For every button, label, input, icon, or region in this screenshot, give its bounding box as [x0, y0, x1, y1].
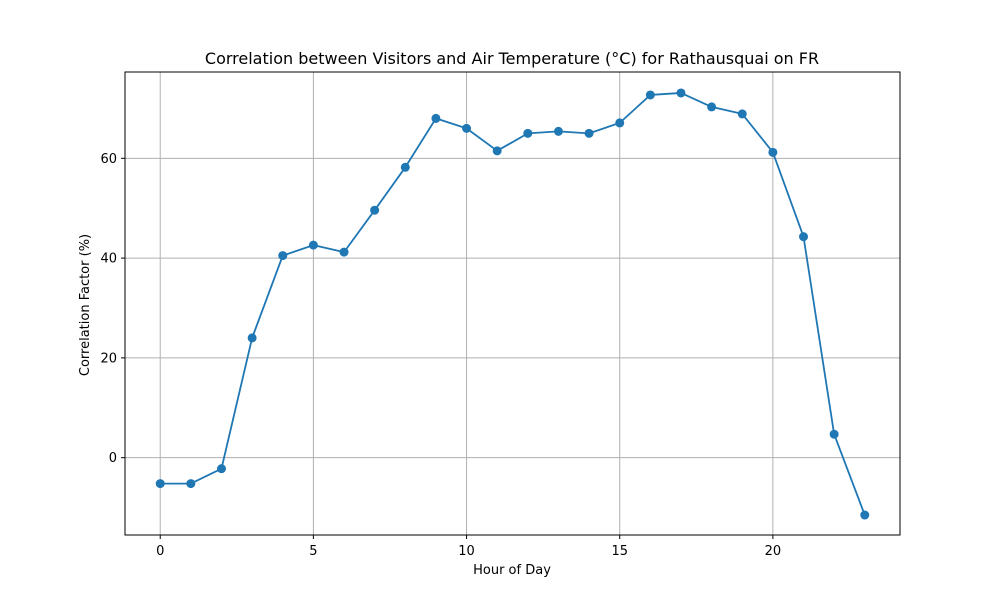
data-point — [492, 146, 502, 156]
data-point — [308, 240, 318, 250]
plot-area-frame — [124, 71, 901, 536]
data-series — [155, 88, 870, 520]
data-point — [829, 429, 839, 439]
data-point — [707, 102, 717, 112]
chart-title: Correlation between Visitors and Air Tem… — [205, 49, 819, 68]
grid-lines — [125, 72, 900, 535]
x-axis-label: Hour of Day — [473, 563, 551, 578]
x-tick-label: 20 — [765, 544, 782, 559]
x-tick-label: 15 — [611, 544, 628, 559]
data-point — [186, 479, 196, 489]
series-line — [160, 92, 866, 516]
data-point — [462, 123, 472, 133]
data-point — [155, 479, 165, 489]
y-tick-label: 0 — [109, 451, 117, 466]
data-point — [799, 232, 809, 242]
x-axis-ticks: 0 5 10 15 20 — [156, 535, 781, 559]
y-tick-label: 20 — [100, 351, 117, 366]
x-tick-label: 10 — [458, 544, 475, 559]
data-point — [584, 128, 594, 138]
data-point — [737, 109, 747, 119]
data-point — [645, 90, 655, 100]
x-tick-label: 5 — [309, 544, 317, 559]
data-point — [553, 126, 563, 136]
data-point — [768, 147, 778, 157]
y-axis-ticks: 0 20 40 60 — [100, 152, 125, 466]
y-axis-label: Correlation Factor (%) — [78, 234, 93, 376]
data-point — [247, 333, 257, 343]
y-tick-label: 40 — [100, 252, 117, 267]
data-point — [676, 88, 686, 98]
data-point — [431, 113, 441, 123]
data-point — [278, 251, 288, 261]
data-point — [339, 247, 349, 257]
data-point — [615, 118, 625, 128]
data-point — [370, 205, 380, 215]
y-tick-label: 60 — [100, 152, 117, 167]
data-point — [216, 464, 226, 474]
data-point — [860, 510, 870, 520]
data-point — [400, 162, 410, 172]
x-tick-label: 0 — [156, 544, 164, 559]
data-point — [523, 128, 533, 138]
